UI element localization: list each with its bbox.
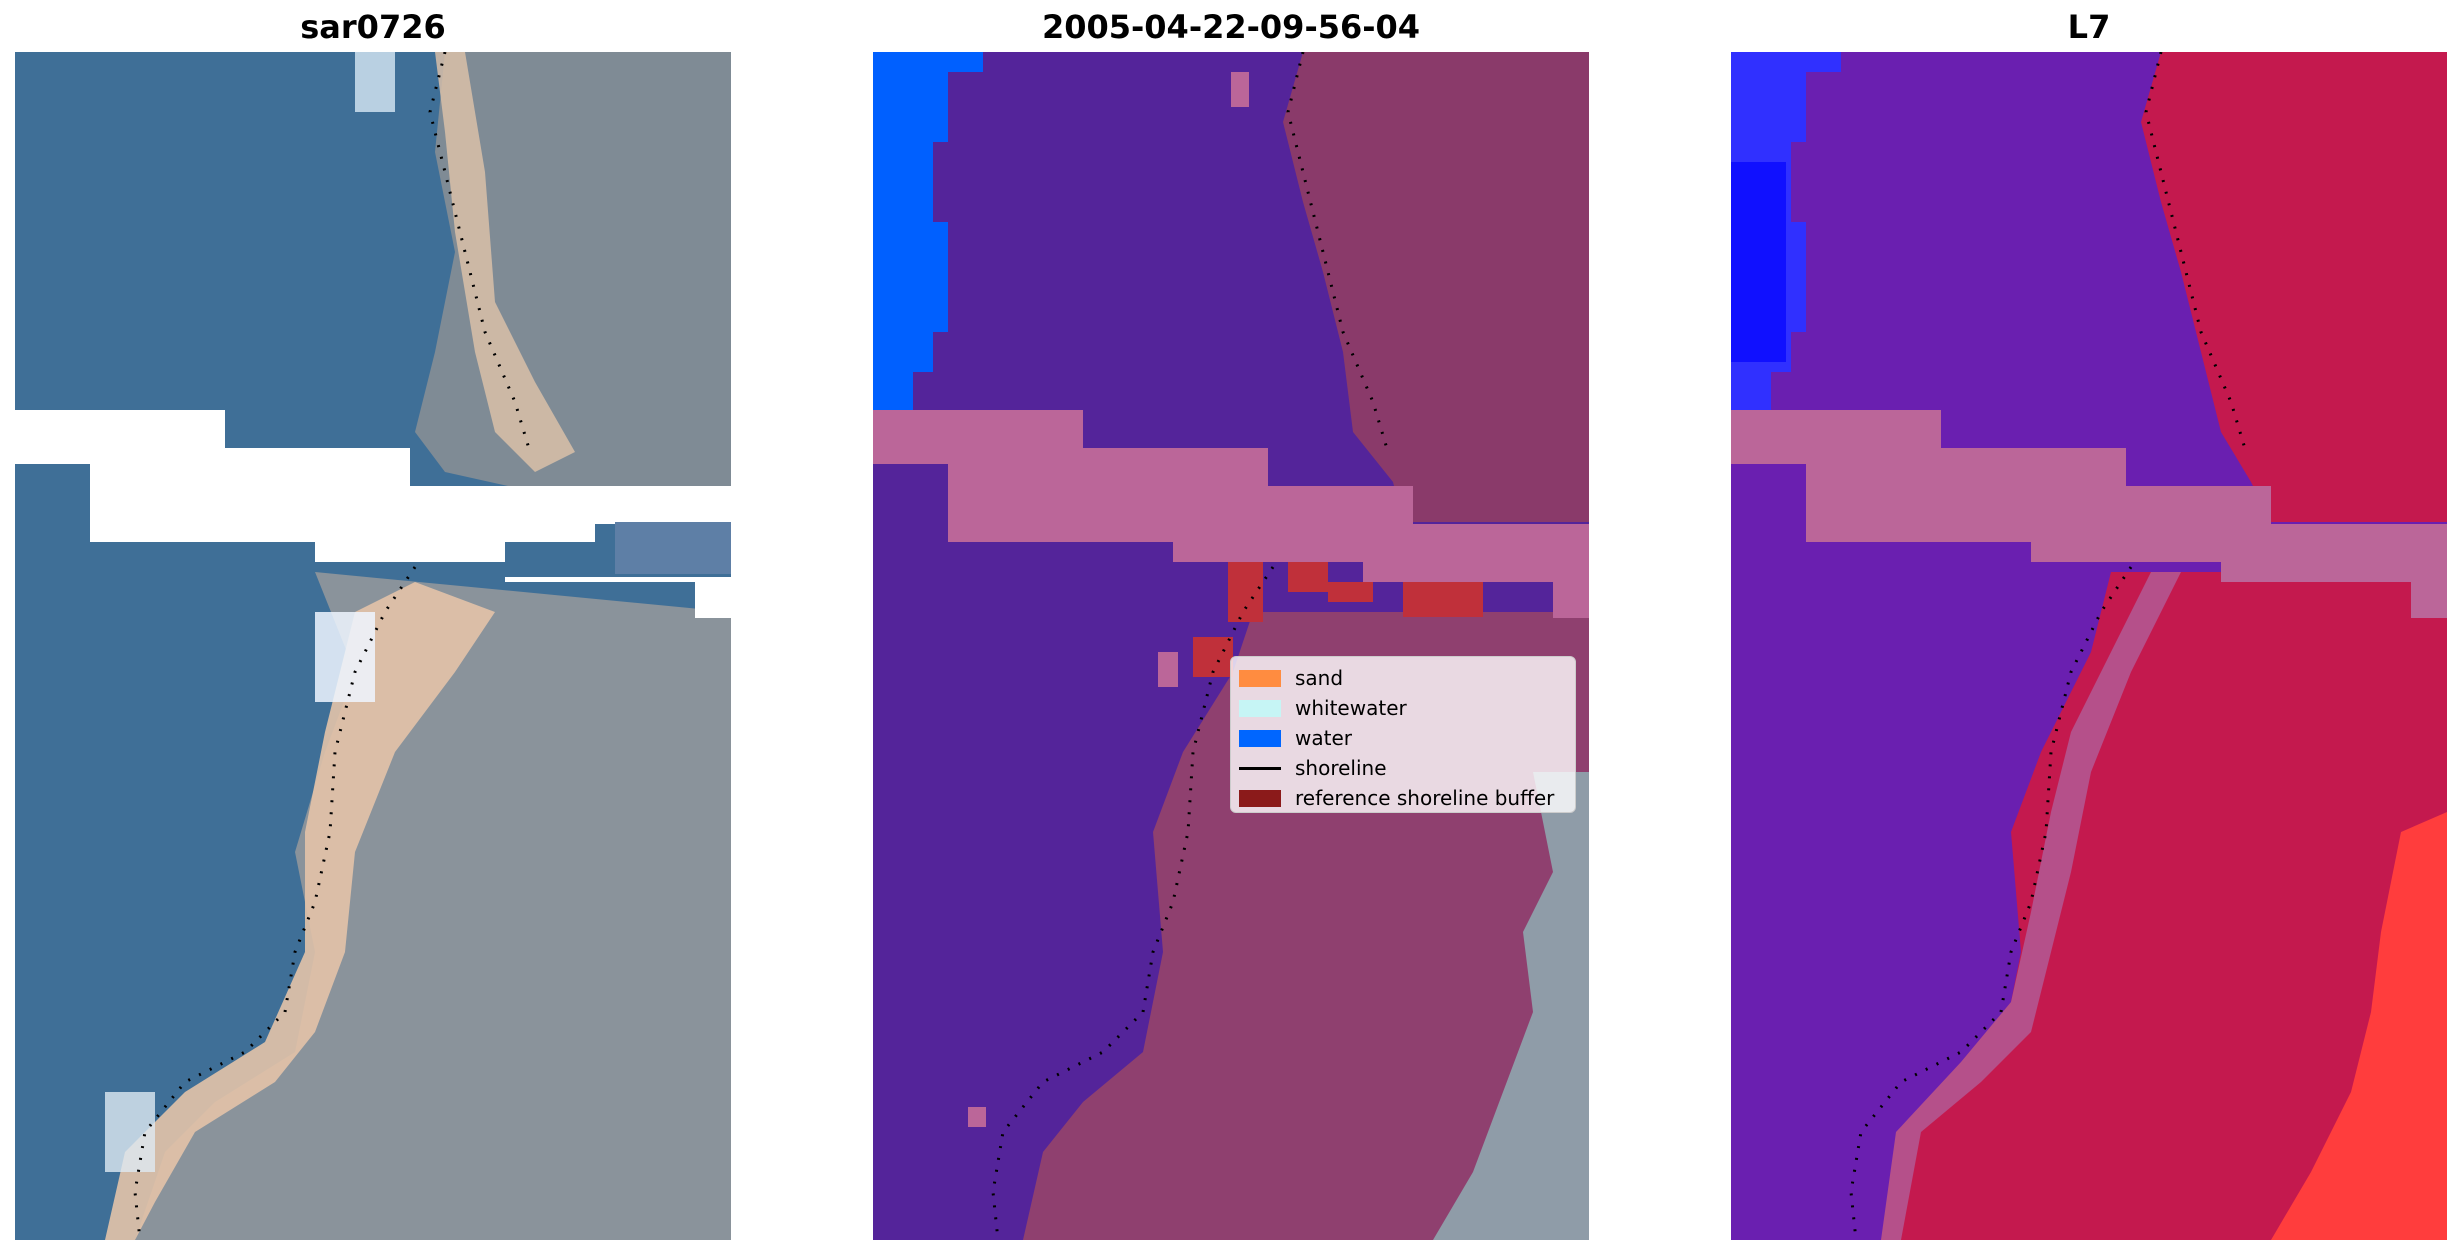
legend-label-water: water [1295, 726, 1352, 750]
legend-label-shoreline: shoreline [1295, 756, 1387, 780]
legend-swatch-sand [1239, 669, 1281, 687]
panel-title-rgb: sar0726 [300, 8, 446, 46]
rgb-image-panel [15, 52, 731, 1240]
legend: sand whitewater water shoreline referenc… [1230, 656, 1576, 813]
legend-item-shoreline: shoreline [1239, 753, 1567, 783]
legend-swatch-water [1239, 729, 1281, 747]
l7-index-image [1731, 52, 2447, 1240]
classification-panel [873, 52, 1589, 1240]
legend-label-sand: sand [1295, 666, 1344, 690]
l7-index-panel [1731, 52, 2447, 1240]
legend-swatch-reference-buffer [1239, 789, 1281, 807]
legend-swatch-whitewater [1239, 699, 1281, 717]
legend-item-whitewater: whitewater [1239, 693, 1567, 723]
panel-title-classification: 2005-04-22-09-56-04 [1041, 8, 1421, 46]
legend-item-water: water [1239, 723, 1567, 753]
legend-label-reference-buffer: reference shoreline buffer [1295, 786, 1555, 810]
legend-label-whitewater: whitewater [1295, 696, 1407, 720]
classification-image [873, 52, 1589, 1240]
rgb-image [15, 52, 731, 1240]
legend-item-reference-buffer: reference shoreline buffer [1239, 783, 1567, 813]
legend-item-sand: sand [1239, 663, 1567, 693]
legend-swatch-shoreline [1239, 766, 1281, 770]
panel-title-index: L7 [2067, 8, 2111, 46]
